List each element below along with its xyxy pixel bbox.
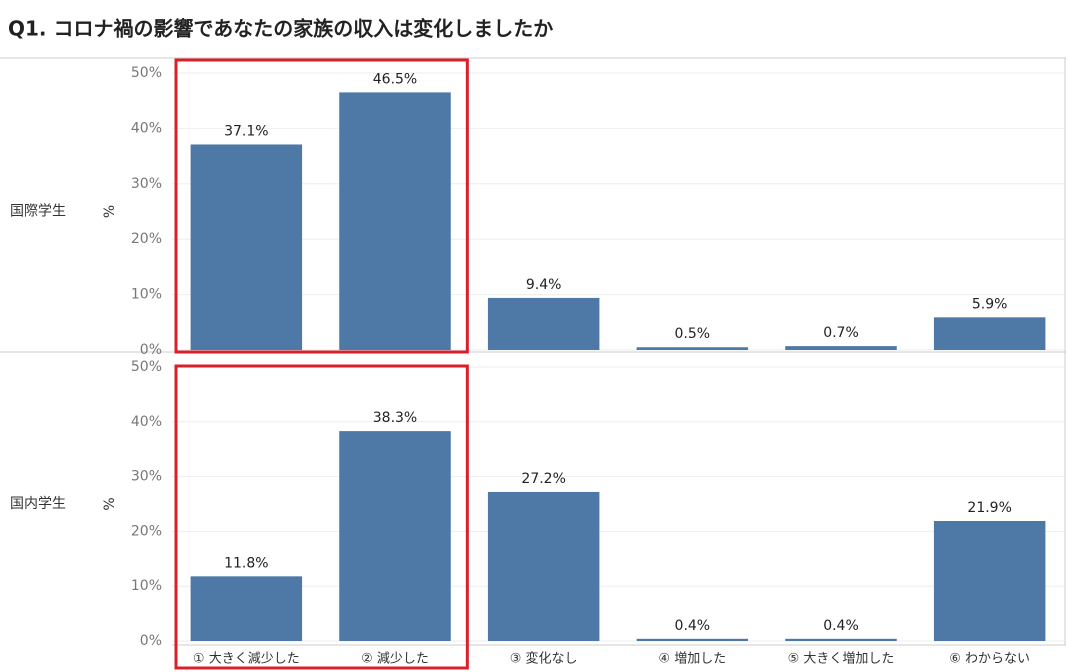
y-tick-label: 50% [131,65,162,81]
y-tick-label: 40% [131,120,162,136]
x-tick-label: ⑥ わからない [949,652,1030,667]
y-tick-label: 40% [131,414,162,430]
bar [636,638,749,641]
y-tick-label: 30% [131,176,162,192]
value-label: 0.4% [823,618,859,634]
y-axis-label: % [102,497,118,510]
bar [785,346,897,350]
highlight-box [174,364,469,670]
bar [785,638,897,641]
value-label: 0.4% [675,618,711,634]
y-tick-label: 20% [131,523,162,539]
y-tick-label: 50% [131,359,162,375]
bar [487,491,600,641]
bar [339,92,451,350]
chart-title: Q1. コロナ禍の影響であなたの家族の収入は変化しましたか [8,17,553,41]
bar [339,431,451,641]
x-tick-label: ② 減少した [361,651,429,667]
row-label: 国内学生 [10,496,66,512]
bar [487,297,600,350]
value-label: 37.1% [224,123,268,139]
value-label: 11.8% [224,555,268,571]
y-tick-label: 20% [131,231,162,247]
x-tick-label: ④ 増加した [658,652,726,667]
value-label: 38.3% [373,410,417,426]
x-tick-label: ③ 変化なし [510,651,578,667]
bar [933,317,1046,350]
value-label: 5.9% [972,296,1008,312]
y-tick-label: 10% [131,578,162,594]
y-tick-label: 0% [140,342,162,358]
bar [190,576,303,641]
bar [933,520,1046,641]
y-tick-label: 30% [131,469,162,485]
y-axis-label: % [102,205,118,218]
x-tick-label: ⑤ 大きく増加した [788,652,895,667]
value-label: 9.4% [526,277,562,293]
bar [636,347,749,350]
y-tick-label: 10% [131,287,162,303]
value-label: 21.9% [967,500,1011,516]
value-label: 0.7% [823,325,859,341]
value-label: 27.2% [521,471,565,487]
x-tick-label: ① 大きく減少した [193,651,300,667]
y-tick-label: 0% [140,633,162,649]
row-label: 国際学生 [10,204,66,220]
bar [190,144,303,350]
value-label: 0.5% [675,326,711,342]
highlight-box [174,58,469,354]
value-label: 46.5% [373,71,417,87]
